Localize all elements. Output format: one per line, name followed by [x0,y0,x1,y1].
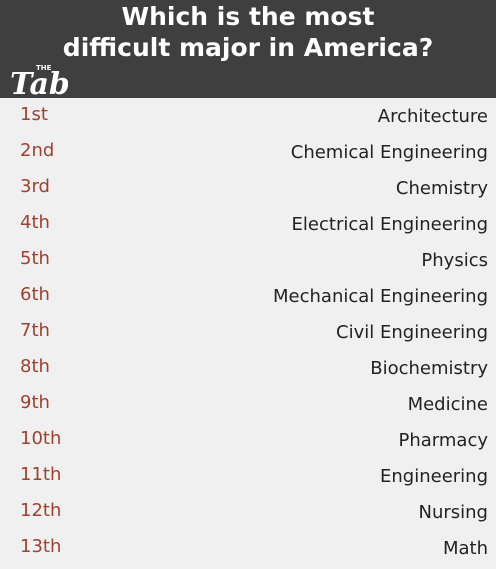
major-name: Chemical Engineering [290,142,488,163]
rank-label: 3rd [20,176,50,197]
header-banner: Which is the most difficult major in Ame… [0,0,496,98]
rank-label: 5th [20,248,50,269]
logo-small-text: THE [36,64,52,72]
list-item: 6th Mechanical Engineering [0,281,496,317]
major-name: Engineering [380,466,488,487]
rank-label: 2nd [20,140,55,161]
major-name: Pharmacy [398,430,489,451]
title-line-1: Which is the most [121,2,375,31]
major-name: Physics [421,250,488,271]
ranking-list: 1st Architecture 2nd Chemical Engineerin… [0,101,496,569]
page-title: Which is the most difficult major in Ame… [0,0,496,63]
rank-label: 10th [20,428,62,449]
major-name: Electrical Engineering [291,214,488,235]
rank-label: 8th [20,356,50,377]
list-item: 12th Nursing [0,497,496,533]
major-name: Medicine [407,394,488,415]
logo-main-text: Tab [10,67,68,97]
rank-label: 4th [20,212,50,233]
rank-label: 6th [20,284,50,305]
major-name: Biochemistry [370,358,488,379]
major-name: Math [442,538,488,559]
rank-label: 1st [20,104,48,125]
list-item: 2nd Chemical Engineering [0,137,496,173]
list-item: 8th Biochemistry [0,353,496,389]
rank-label: 7th [20,320,50,341]
rank-label: 12th [20,500,62,521]
rank-label: 13th [20,536,62,557]
major-name: Architecture [377,106,488,127]
major-name: Mechanical Engineering [273,286,488,307]
major-name: Nursing [418,502,489,523]
rank-label: 9th [20,392,50,413]
the-tab-logo: THE Tab [10,64,68,97]
major-name: Civil Engineering [336,322,488,343]
title-line-2: difficult major in America? [62,33,434,62]
list-item: 7th Civil Engineering [0,317,496,353]
list-item: 11th Engineering [0,461,496,497]
list-item: 13th Math [0,533,496,569]
list-item: 1st Architecture [0,101,496,137]
list-item: 5th Physics [0,245,496,281]
list-item: 4th Electrical Engineering [0,209,496,245]
major-name: Chemistry [395,178,488,199]
list-item: 3rd Chemistry [0,173,496,209]
rank-label: 11th [20,464,62,485]
list-item: 10th Pharmacy [0,425,496,461]
list-item: 9th Medicine [0,389,496,425]
